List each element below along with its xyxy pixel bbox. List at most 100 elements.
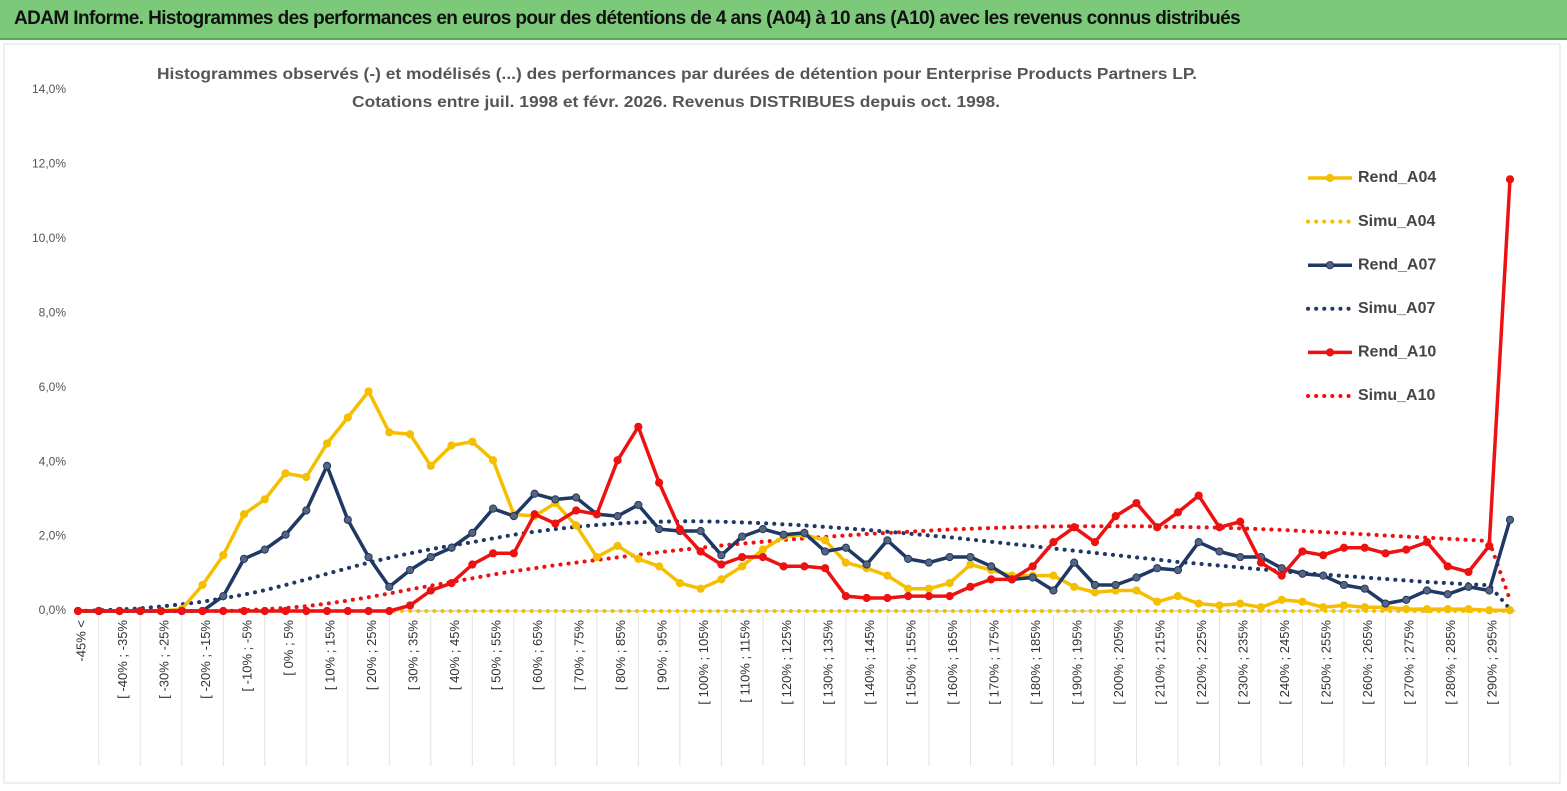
data-point	[364, 387, 373, 396]
chart: Histogrammes observés (-) et modélisés (…	[3, 43, 1561, 784]
data-point	[1422, 605, 1432, 614]
data-point	[1298, 569, 1307, 578]
data-point	[592, 552, 601, 562]
data-point	[468, 560, 477, 569]
data-point	[468, 437, 477, 446]
data-point	[1298, 597, 1307, 606]
x-tick-label: [ 10% ; 15%	[322, 620, 337, 691]
x-tick-label: [ 270% ; 275%	[1402, 620, 1417, 705]
data-point	[1422, 586, 1432, 595]
data-point	[1049, 586, 1058, 595]
data-point	[1215, 547, 1224, 556]
data-point	[738, 562, 747, 571]
data-point	[883, 571, 892, 580]
data-point	[1339, 580, 1349, 590]
x-tick-label: [ 190% ; 195%	[1070, 620, 1085, 705]
data-point	[343, 413, 352, 422]
x-tick-label: [ 20% ; 25%	[364, 620, 379, 691]
data-point	[136, 606, 145, 616]
x-tick-label: -45% <	[73, 620, 88, 662]
x-tick-label: [ -20% ; -15%	[198, 620, 213, 699]
data-point	[1194, 538, 1203, 547]
y-tick-label: 6,0%	[39, 380, 67, 394]
data-point	[1236, 599, 1245, 608]
data-point	[1505, 515, 1515, 524]
x-tick-label: [ 220% ; 225%	[1194, 620, 1209, 705]
data-point	[1277, 595, 1286, 604]
data-point	[613, 456, 622, 465]
data-line	[78, 179, 1512, 613]
data-point	[1007, 575, 1017, 584]
data-point	[1443, 562, 1452, 571]
y-tick-label: 4,0%	[39, 454, 67, 468]
data-point	[426, 552, 435, 562]
x-tick-label: [ 130% ; 135%	[821, 620, 836, 705]
data-point	[821, 547, 830, 556]
data-point	[966, 582, 975, 591]
y-tick-label: 8,0%	[39, 305, 67, 319]
data-point	[758, 552, 767, 562]
data-point	[1070, 558, 1079, 567]
data-point	[738, 532, 747, 541]
data-point	[219, 606, 228, 616]
x-tick-label: [ 140% ; 145%	[862, 620, 877, 705]
data-point	[841, 543, 850, 552]
data-point	[198, 580, 207, 590]
y-tick-label: 10,0%	[32, 231, 66, 245]
data-point	[1402, 605, 1411, 614]
y-tick-label: 0,0%	[39, 603, 67, 617]
data-point	[862, 593, 871, 603]
chart-frame	[3, 43, 1561, 784]
data-point	[385, 606, 394, 616]
data-point	[364, 552, 373, 562]
data-point	[717, 560, 726, 569]
model-line	[76, 524, 1512, 613]
data-point	[1256, 603, 1266, 612]
data-point	[1090, 538, 1100, 547]
data-point	[530, 489, 539, 498]
x-tick-label: [ 180% ; 185%	[1028, 620, 1043, 705]
data-point	[260, 606, 269, 616]
data-point	[966, 552, 975, 562]
data-point	[1464, 582, 1473, 591]
data-point	[945, 552, 954, 562]
data-point	[1319, 603, 1328, 612]
data-point	[571, 506, 581, 515]
data-point	[904, 592, 913, 601]
data-point	[696, 584, 705, 593]
data-point	[219, 551, 228, 560]
data-point	[1173, 592, 1183, 601]
y-tick-label: 12,0%	[32, 157, 66, 171]
data-point	[1215, 601, 1224, 610]
data-point	[1485, 606, 1494, 615]
data-point	[696, 526, 705, 536]
x-tick-label: [ 50% ; 55%	[489, 620, 504, 691]
data-point	[94, 606, 103, 616]
data-point	[634, 554, 643, 564]
data-point	[198, 606, 207, 616]
y-tick-label: 2,0%	[39, 529, 67, 543]
x-tick-label: [ -30% ; -25%	[156, 620, 171, 699]
data-point	[219, 592, 228, 601]
data-point	[177, 606, 186, 616]
data-point	[924, 592, 933, 601]
legend-label: Simu_A07	[1358, 300, 1435, 317]
data-point	[302, 606, 311, 616]
data-point	[655, 478, 664, 487]
x-tick-label: [ 170% ; 175%	[987, 620, 1002, 705]
data-point	[717, 575, 726, 584]
data-point	[426, 586, 435, 595]
data-point	[281, 530, 290, 539]
data-point	[1360, 543, 1369, 552]
data-point	[1422, 538, 1432, 547]
x-tick-label: [ 290% ; 295%	[1485, 620, 1500, 705]
data-point	[302, 472, 311, 482]
data-point	[779, 562, 788, 571]
x-tick-label: [ 90% ; 95%	[655, 620, 670, 691]
data-point	[551, 519, 560, 528]
data-point	[488, 504, 498, 513]
data-line	[78, 389, 1510, 613]
header-title: ADAM Informe. Histogrammes des performan…	[14, 8, 1241, 29]
data-point	[1319, 571, 1328, 580]
data-point	[509, 549, 518, 558]
